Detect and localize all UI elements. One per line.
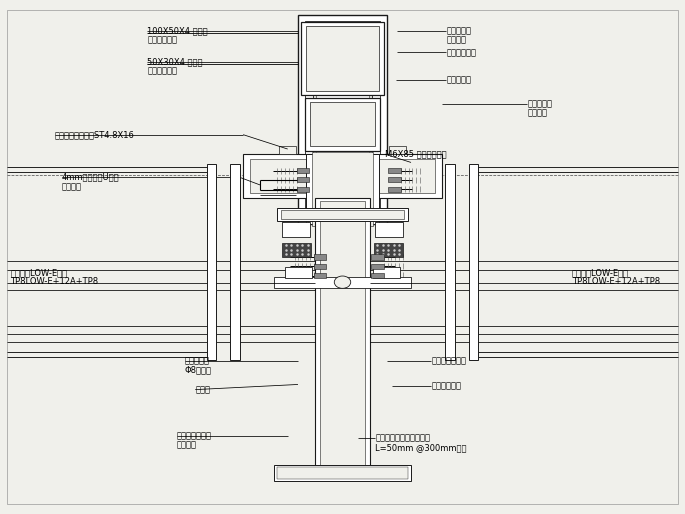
Text: L=50mm @300mm均布: L=50mm @300mm均布 (375, 443, 467, 452)
Bar (301, 22, 384, 95)
Bar (243, 154, 442, 198)
Text: 4mm厚铝合金U型槽: 4mm厚铝合金U型槽 (62, 173, 119, 182)
Text: M6X85 不锈钢螺栓组: M6X85 不锈钢螺栓组 (385, 150, 447, 159)
Bar (277, 208, 408, 221)
Text: 50X30X4 钢矩管: 50X30X4 钢矩管 (147, 57, 203, 66)
Bar (297, 187, 309, 192)
Text: 三元乙丙胶条: 三元乙丙胶条 (432, 381, 462, 390)
Bar (371, 273, 384, 278)
Text: 铝合金横框: 铝合金横框 (527, 99, 552, 108)
Text: 硅酮耐候密封胶: 硅酮耐候密封胶 (432, 356, 466, 365)
Bar (314, 264, 326, 269)
Bar (230, 164, 240, 360)
Bar (250, 159, 435, 193)
Bar (445, 164, 455, 360)
Text: 粉末喷涂: 粉末喷涂 (527, 108, 547, 118)
Bar (371, 254, 384, 260)
Bar (314, 254, 326, 260)
Bar (297, 177, 309, 182)
Bar (277, 467, 408, 479)
Text: 铝合金装饰扣盖: 铝合金装饰扣盖 (177, 431, 212, 440)
Bar (310, 102, 375, 146)
Bar (469, 164, 478, 360)
Bar (388, 177, 401, 182)
Bar (297, 168, 309, 173)
Bar (281, 210, 404, 219)
Text: 室内密封胶: 室内密封胶 (447, 75, 471, 84)
Text: 硬质橡胶垫块: 硬质橡胶垫块 (447, 48, 477, 57)
Bar (282, 222, 310, 237)
Bar (305, 98, 380, 151)
Bar (207, 164, 216, 360)
Bar (373, 267, 400, 278)
Text: 铝合金压板（银白氧化）: 铝合金压板（银白氧化） (375, 433, 430, 443)
Text: 钢化中空LOW-E玻璃: 钢化中空LOW-E玻璃 (10, 268, 67, 277)
Text: 粉末喷涂: 粉末喷涂 (447, 35, 466, 45)
Bar (312, 152, 373, 226)
Bar (298, 15, 387, 224)
Text: Φ8泡沫棒: Φ8泡沫棒 (185, 365, 212, 375)
Circle shape (334, 276, 351, 288)
Bar (388, 187, 401, 192)
Bar (285, 267, 312, 278)
Bar (274, 277, 411, 288)
Text: TP8LOW-E+12A+TP8: TP8LOW-E+12A+TP8 (10, 277, 99, 286)
Text: 隔热条: 隔热条 (195, 385, 210, 394)
Bar (305, 21, 380, 218)
Bar (314, 273, 326, 278)
Text: 100X50X4 钢矩管: 100X50X4 钢矩管 (147, 26, 208, 35)
Bar (371, 264, 384, 269)
Text: 氟碳喷涂: 氟碳喷涂 (177, 440, 197, 450)
Bar (313, 36, 372, 203)
Bar (388, 168, 401, 173)
Text: 钢化中空LOW-E玻璃: 钢化中空LOW-E玻璃 (572, 268, 629, 277)
Text: 银白氧化: 银白氧化 (62, 182, 82, 191)
Bar (316, 42, 369, 199)
Bar (375, 222, 403, 237)
Bar (306, 154, 379, 224)
Text: 铝合金竖框: 铝合金竖框 (447, 26, 471, 35)
Bar (282, 243, 311, 257)
Bar (374, 243, 403, 257)
Text: 不锈钢盘头自攻钉ST4.8X16: 不锈钢盘头自攻钉ST4.8X16 (55, 130, 135, 139)
Text: 表面热浸镀锌: 表面热浸镀锌 (147, 66, 177, 76)
Bar (279, 146, 296, 154)
Bar (274, 465, 411, 481)
Text: 耐候密封胶: 耐候密封胶 (185, 356, 210, 365)
Bar (306, 26, 379, 91)
Bar (315, 198, 370, 478)
Text: TP8LOW-E+12A+TP8: TP8LOW-E+12A+TP8 (572, 277, 660, 286)
Bar (389, 146, 406, 154)
Text: 表面热浸镀锌: 表面热浸镀锌 (147, 35, 177, 45)
Bar (320, 201, 365, 474)
